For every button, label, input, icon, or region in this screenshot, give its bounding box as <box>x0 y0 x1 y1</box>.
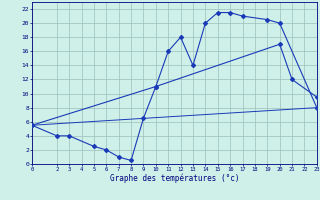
X-axis label: Graphe des températures (°c): Graphe des températures (°c) <box>110 173 239 183</box>
